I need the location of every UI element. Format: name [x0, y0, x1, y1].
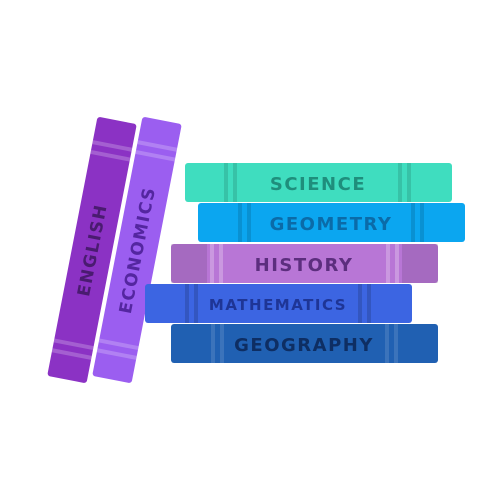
- book-english: ENGLISH: [47, 117, 137, 383]
- book-geometry-label: GEOMETRY: [270, 214, 393, 235]
- book-history: HISTORY: [171, 244, 438, 283]
- book-science-label: SCIENCE: [270, 174, 366, 195]
- book-mathematics-label: MATHEMATICS: [209, 296, 347, 314]
- book-geography: GEOGRAPHY: [171, 324, 438, 363]
- book-mathematics: MATHEMATICS: [145, 284, 412, 323]
- book-history-label: HISTORY: [255, 255, 354, 276]
- book-geography-label: GEOGRAPHY: [234, 335, 374, 356]
- book-science: SCIENCE: [185, 163, 452, 202]
- book-geometry: GEOMETRY: [198, 203, 465, 242]
